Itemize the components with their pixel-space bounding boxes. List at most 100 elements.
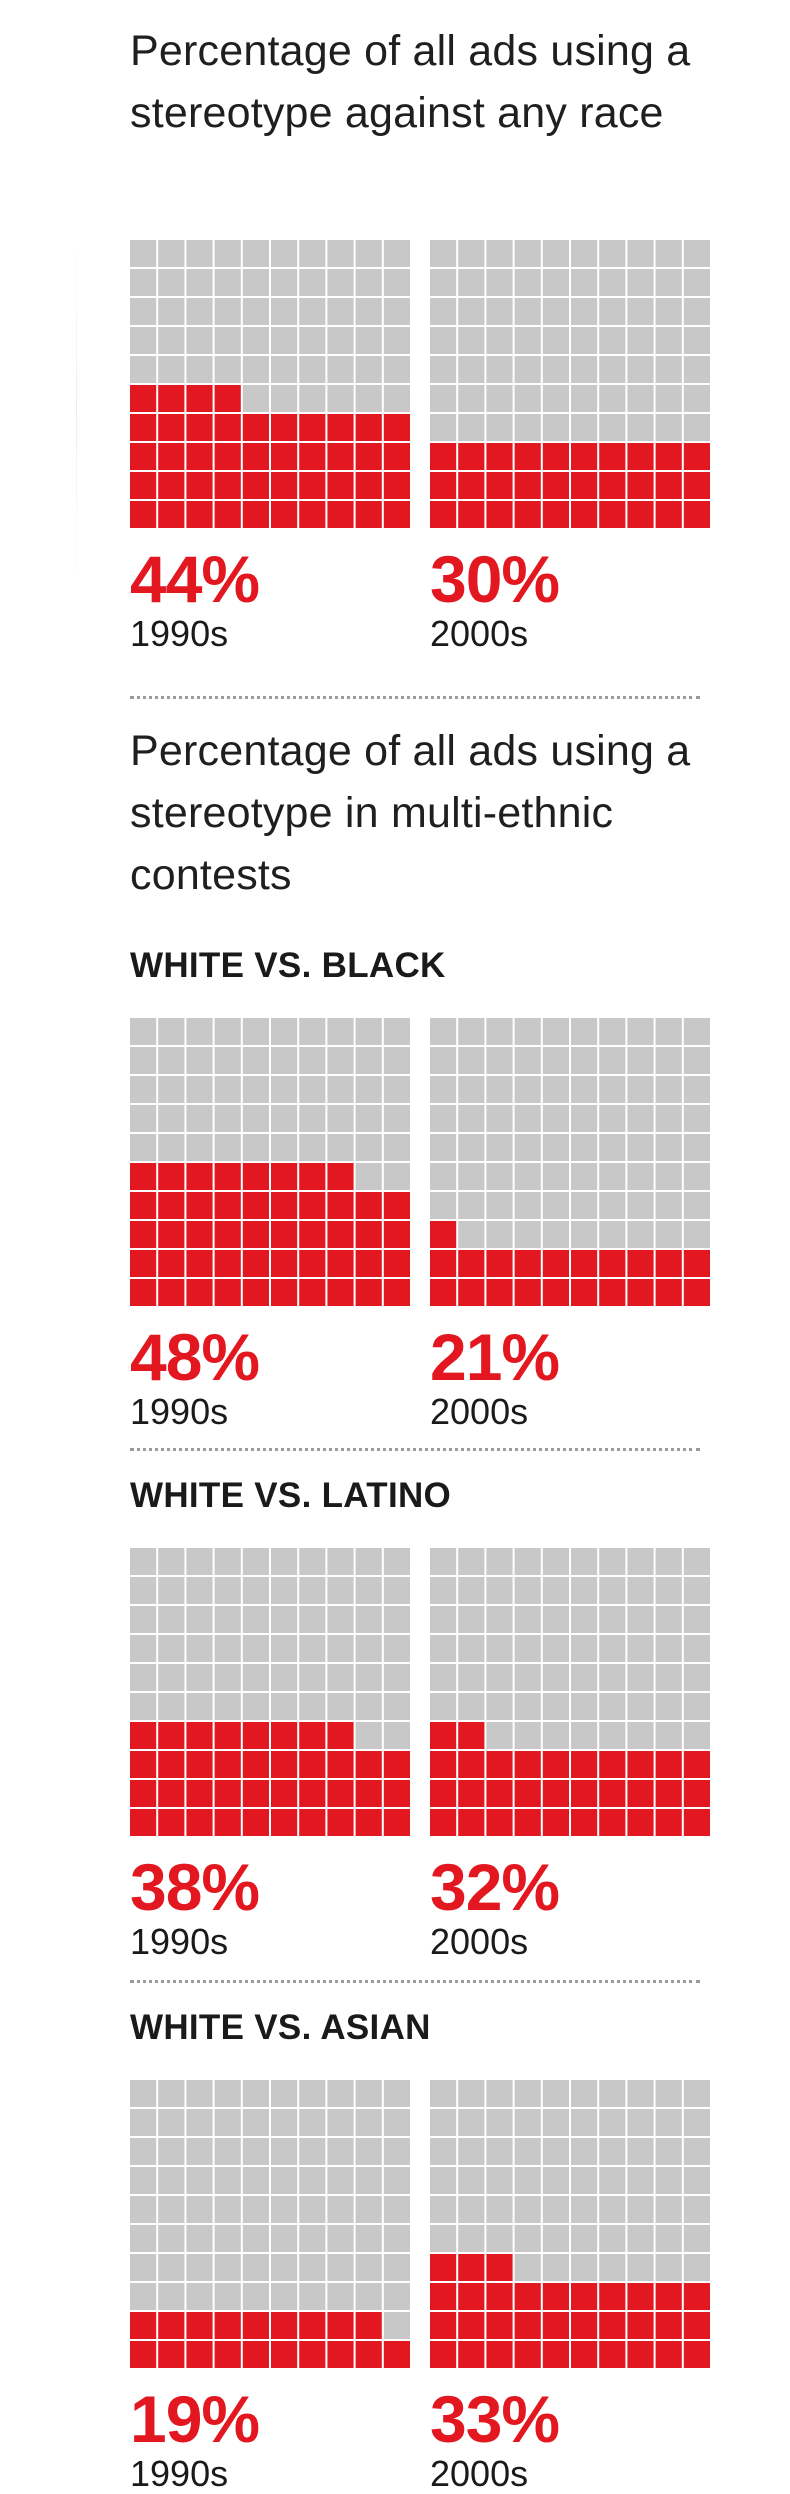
waffle-cell-empty xyxy=(458,269,485,296)
waffle-cell-empty xyxy=(458,2167,485,2194)
waffle-cell-empty xyxy=(355,385,382,412)
waffle-cell-filled xyxy=(486,1751,513,1778)
waffle-cell-empty xyxy=(299,2225,326,2252)
waffle-white-vs-latino-2000s xyxy=(430,1548,710,1836)
waffle-cell-filled xyxy=(130,1221,157,1248)
waffle-cell-empty xyxy=(571,269,598,296)
waffle-cell-empty xyxy=(430,269,457,296)
waffle-cell-filled xyxy=(599,1279,626,1306)
waffle-cell-empty xyxy=(355,1076,382,1103)
waffle-cell-filled xyxy=(186,1809,213,1836)
waffle-cell-empty xyxy=(627,1664,654,1691)
waffle-cell-empty xyxy=(214,240,241,267)
waffle-cell-empty xyxy=(130,2283,157,2310)
waffle-cell-empty xyxy=(627,1076,654,1103)
waffle-cell-empty xyxy=(458,1221,485,1248)
waffle-cell-filled xyxy=(186,1751,213,1778)
waffle-cell-filled xyxy=(158,1279,185,1306)
decade-label: 1990s xyxy=(130,2453,229,2494)
waffle-cell-empty xyxy=(571,1018,598,1045)
waffle-cell-empty xyxy=(186,1693,213,1720)
waffle-cell-empty xyxy=(627,1221,654,1248)
waffle-cell-empty xyxy=(186,1047,213,1074)
waffle-cell-empty xyxy=(430,385,457,412)
waffle-cell-empty xyxy=(130,1018,157,1045)
waffle-cell-empty xyxy=(158,2138,185,2165)
waffle-cell-empty xyxy=(158,1076,185,1103)
waffle-cell-empty xyxy=(599,1577,626,1604)
waffle-cell-empty xyxy=(355,2109,382,2136)
waffle-cell-filled xyxy=(327,472,354,499)
group-any-race: 44% 1990s 30% 2000s xyxy=(130,240,710,654)
waffle-cell-empty xyxy=(683,385,710,412)
waffle-cell-filled xyxy=(271,2312,298,2339)
waffle-cell-empty xyxy=(158,327,185,354)
waffle-cell-empty xyxy=(571,1606,598,1633)
waffle-cell-empty xyxy=(655,1047,682,1074)
waffle-cell-filled xyxy=(514,1809,541,1836)
decade-label: 2000s xyxy=(430,1391,529,1432)
waffle-cell-empty xyxy=(571,1047,598,1074)
waffle-cell-empty xyxy=(242,240,269,267)
waffle-cell-empty xyxy=(458,1664,485,1691)
waffle-cell-filled xyxy=(430,1780,457,1807)
waffle-cell-filled xyxy=(355,1250,382,1277)
waffle-cell-empty xyxy=(327,1047,354,1074)
waffle-cell-filled xyxy=(627,1250,654,1277)
waffle-cell-empty xyxy=(130,1664,157,1691)
waffle-cell-filled xyxy=(430,1250,457,1277)
edge-rule xyxy=(76,230,77,590)
waffle-cell-empty xyxy=(327,1635,354,1662)
waffle-cell-empty xyxy=(186,1577,213,1604)
waffle-cell-filled xyxy=(486,472,513,499)
waffle-cell-empty xyxy=(130,327,157,354)
waffle-cell-empty xyxy=(383,2080,410,2107)
waffle-cell-empty xyxy=(383,2225,410,2252)
waffle-cell-empty xyxy=(599,327,626,354)
waffle-cell-empty xyxy=(355,1105,382,1132)
waffle-cell-filled xyxy=(355,472,382,499)
waffle-cell-empty xyxy=(327,1606,354,1633)
waffle-cell-empty xyxy=(683,1693,710,1720)
waffle-cell-empty xyxy=(683,2109,710,2136)
waffle-cell-filled xyxy=(383,472,410,499)
waffle-cell-filled xyxy=(430,1722,457,1749)
waffle-cell-empty xyxy=(242,1664,269,1691)
waffle-cell-filled xyxy=(627,1279,654,1306)
waffle-cell-empty xyxy=(486,1018,513,1045)
waffle-cell-empty xyxy=(271,240,298,267)
waffle-cell-empty xyxy=(158,1635,185,1662)
waffle-cell-filled xyxy=(327,2341,354,2368)
waffle-cell-empty xyxy=(683,1163,710,1190)
stat-white-vs-latino-1990s: 38% 1990s xyxy=(130,1836,410,1962)
waffle-cell-filled xyxy=(655,1780,682,1807)
waffle-cell-filled xyxy=(186,2341,213,2368)
waffle-cell-filled xyxy=(186,1163,213,1190)
waffle-cell-filled xyxy=(383,1780,410,1807)
waffle-cell-empty xyxy=(571,414,598,441)
waffle-cell-empty xyxy=(242,1548,269,1575)
waffle-cell-empty xyxy=(299,2138,326,2165)
waffle-cell-empty xyxy=(627,1722,654,1749)
waffle-cell-filled xyxy=(186,1279,213,1306)
waffle-cell-empty xyxy=(683,240,710,267)
waffle-cell-filled xyxy=(271,1221,298,1248)
waffle-cell-empty xyxy=(655,1664,682,1691)
waffle-cell-empty xyxy=(383,1076,410,1103)
waffle-cell-filled xyxy=(355,1809,382,1836)
waffle-cell-empty xyxy=(186,1134,213,1161)
waffle-cell-empty xyxy=(158,2109,185,2136)
waffle-cell-empty xyxy=(627,1635,654,1662)
waffle-cell-empty xyxy=(186,1018,213,1045)
waffle-cell-filled xyxy=(271,443,298,470)
waffle-cell-filled xyxy=(599,2283,626,2310)
waffle-cell-empty xyxy=(186,2254,213,2281)
waffle-cell-empty xyxy=(355,269,382,296)
waffle-cell-filled xyxy=(458,472,485,499)
waffle-cell-empty xyxy=(383,1047,410,1074)
waffle-cell-empty xyxy=(158,1664,185,1691)
waffle-cell-empty xyxy=(158,2254,185,2281)
waffle-cell-empty xyxy=(514,2109,541,2136)
waffle-cell-empty xyxy=(514,1606,541,1633)
waffle-cell-empty xyxy=(355,298,382,325)
